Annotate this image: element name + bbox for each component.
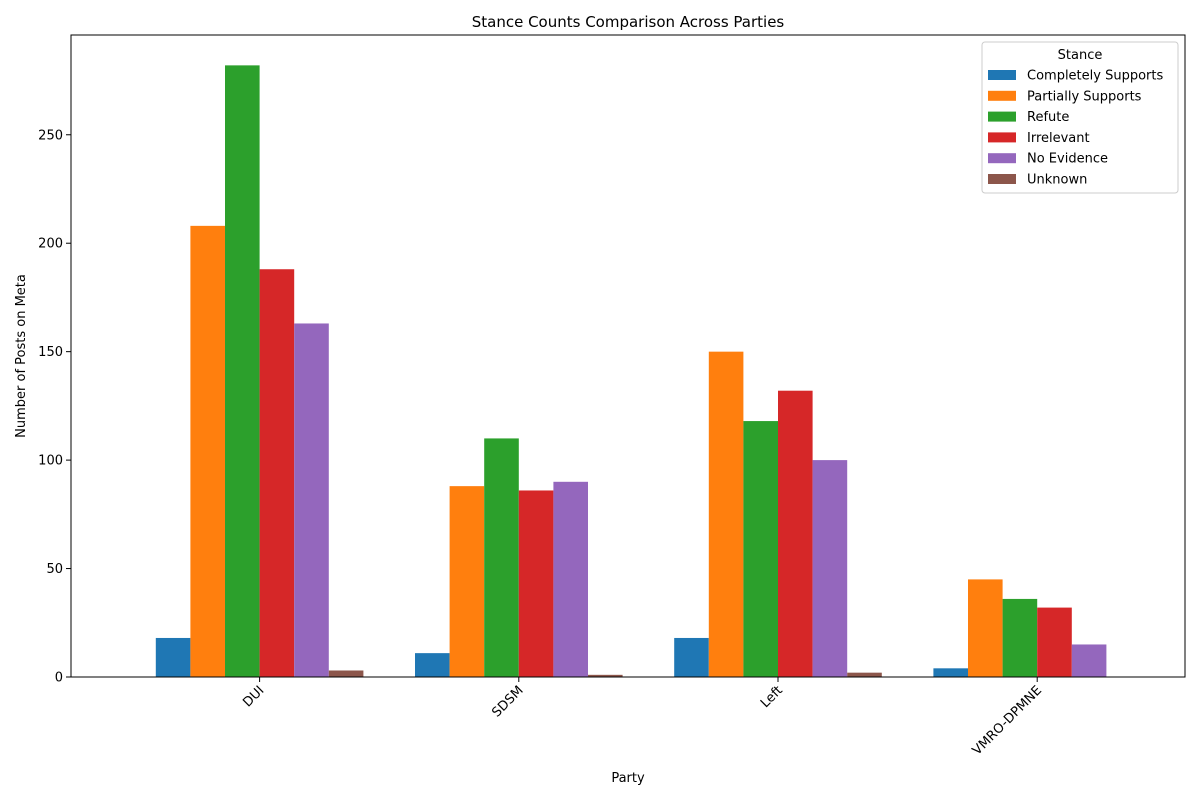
bar [674,637,709,677]
plot-frame [70,34,1186,678]
y-tick-label: 50 [46,562,63,577]
bar [588,674,623,677]
bar [155,637,191,677]
bar [225,65,260,678]
legend-label: Irrelevant [1027,131,1090,146]
bar [933,668,968,677]
bar [847,672,882,677]
bar [708,351,744,677]
legend-title: Stance [1058,48,1103,63]
bar [294,323,329,677]
bar [484,438,519,677]
bar [968,579,1003,677]
legend-label: Unknown [1027,173,1087,188]
y-tick-label: 100 [38,454,63,469]
bar [449,486,485,677]
legend-label: Partially Supports [1027,89,1142,104]
legend-items: Completely Supports Partially Supports Ref… [988,69,1163,188]
legend-label: No Evidence [1027,152,1108,167]
legend-label: Refute [1027,110,1069,125]
legend-swatch [988,132,1016,143]
y-tick-label: 0 [55,671,63,686]
bar [778,390,813,677]
bar [553,481,588,677]
y-tick-label: 150 [38,345,63,360]
legend-swatch [988,153,1016,164]
legend-swatch [988,174,1016,184]
bar [328,670,364,677]
bar [812,460,848,677]
bar [743,421,778,677]
bar [1037,607,1072,677]
legend: Stance Completely Supports Partially Supp… [981,41,1179,194]
legend-swatch [988,111,1016,122]
y-axis-label: Number of Posts on Meta [14,274,29,438]
y-tick-label: 200 [38,237,63,252]
bar [518,490,554,677]
bars-group [155,65,1107,678]
bar [1071,644,1107,677]
y-tick-label: 250 [38,128,63,143]
bar [415,653,450,677]
legend-label: Completely Supports [1027,69,1163,84]
bar [259,269,295,677]
legend-box [981,41,1179,194]
bar [1002,598,1038,677]
legend-swatch [988,70,1016,80]
legend-swatch [988,90,1016,101]
bar [190,225,225,678]
chart-title: Stance Counts Comparison Across Parties [472,13,785,31]
y-axis: 0 50 100 150 200 250 [38,128,71,686]
x-axis-label: Party [611,771,645,786]
